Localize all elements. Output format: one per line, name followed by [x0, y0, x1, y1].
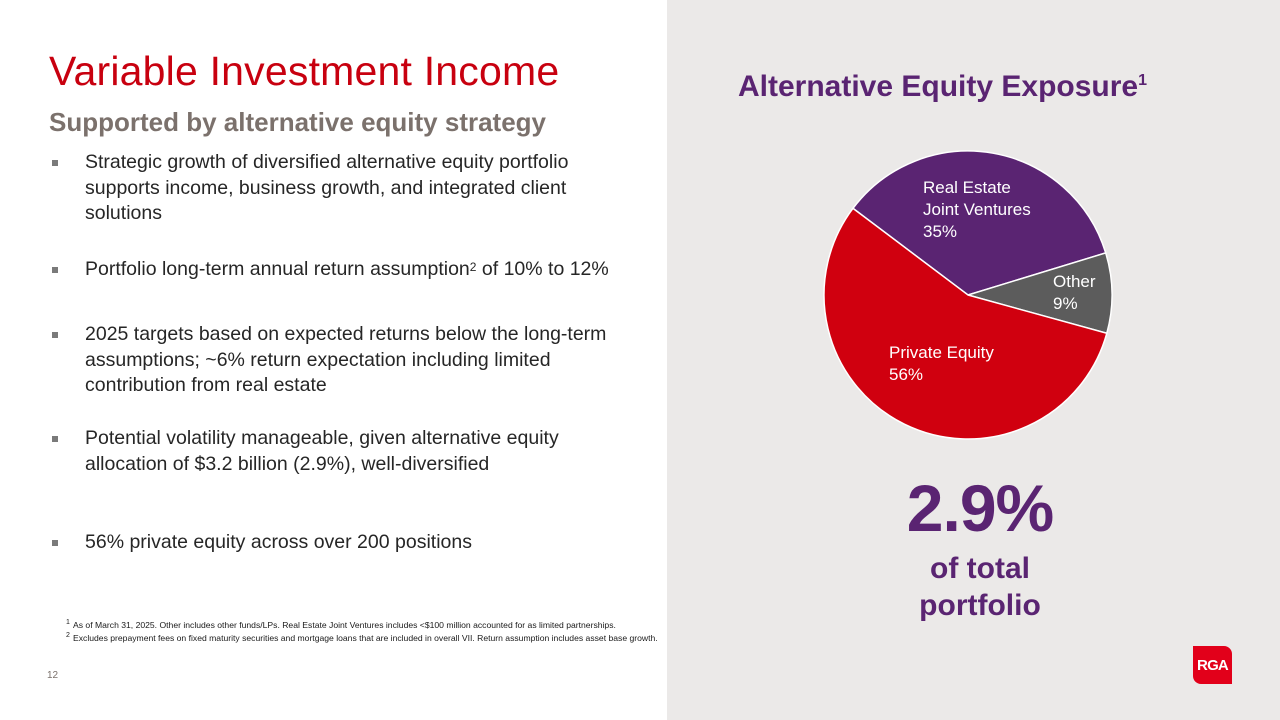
square-bullet-icon	[52, 267, 58, 273]
square-bullet-icon	[52, 436, 58, 442]
footnotes: 1 As of March 31, 2025. Other includes o…	[66, 619, 662, 644]
footnote-ref: 1	[1138, 72, 1148, 89]
slice-label: Joint Ventures	[923, 200, 1031, 219]
bullet-text: Strategic growth of diversified alternat…	[85, 151, 569, 224]
footnote-text: Excludes prepayment fees on fixed maturi…	[73, 632, 658, 643]
slice-value: 56%	[889, 365, 924, 384]
chart-title: Alternative Equity Exposure1	[738, 70, 1147, 104]
bullet-text: 56% private equity across over 200 posit…	[85, 531, 472, 553]
pie-label-private-equity: Private Equity 56%	[889, 342, 994, 386]
slice-value: 35%	[923, 222, 958, 241]
pie-label-other: Other 9%	[1053, 271, 1096, 315]
footnote-ref: 2	[469, 260, 477, 274]
slide-title: Variable Investment Income	[49, 48, 560, 94]
caption-line: portfolio	[919, 589, 1041, 622]
pie-chart: Real Estate Joint Ventures 35% Other 9% …	[815, 142, 1125, 452]
footnote-text: As of March 31, 2025. Other includes oth…	[73, 620, 616, 630]
pie-slice-private-equity	[823, 207, 1108, 440]
page-number: 12	[47, 670, 59, 681]
chart-title-text: Alternative Equity Exposure	[738, 70, 1139, 103]
big-stat-caption: of total portfolio	[867, 550, 1093, 624]
pie-slice-other	[965, 251, 1113, 335]
square-bullet-icon	[52, 540, 58, 546]
bullet-text-part: of 10% to 12%	[476, 258, 609, 280]
bullet-text-part: Portfolio long-term annual return assump…	[85, 258, 470, 280]
pie-label-real-estate: Real Estate Joint Ventures 35%	[923, 177, 1031, 243]
bullet-text: Portfolio long-term annual return assump…	[85, 257, 645, 283]
slice-label: Other	[1053, 272, 1096, 291]
footnote-number: 1	[66, 619, 70, 626]
slide-subtitle: Supported by alternative equity strategy	[49, 107, 547, 137]
slice-value: 9%	[1053, 294, 1078, 313]
footnote-2: 2 Excludes prepayment fees on fixed matu…	[66, 632, 662, 645]
big-stat-value: 2.9%	[906, 471, 1054, 545]
caption-line: of total	[930, 552, 1030, 585]
slice-label: Private Equity	[889, 343, 994, 362]
square-bullet-icon	[52, 332, 58, 338]
pie-chart-graphic	[823, 150, 1113, 440]
footnote-number: 2	[66, 631, 70, 639]
square-bullet-icon	[52, 160, 58, 166]
pie-slice-real-estate	[851, 150, 1107, 296]
footnote-1: 1 As of March 31, 2025. Other includes o…	[66, 619, 662, 632]
bullet-text: 2025 targets based on expected returns b…	[85, 323, 607, 396]
rga-logo: RGA	[1193, 646, 1232, 684]
slice-label: Real Estate	[923, 178, 1011, 197]
bullet-text: Potential volatility manageable, given a…	[85, 427, 559, 475]
content-panel: Variable Investment Income Supported by …	[47, 48, 662, 681]
